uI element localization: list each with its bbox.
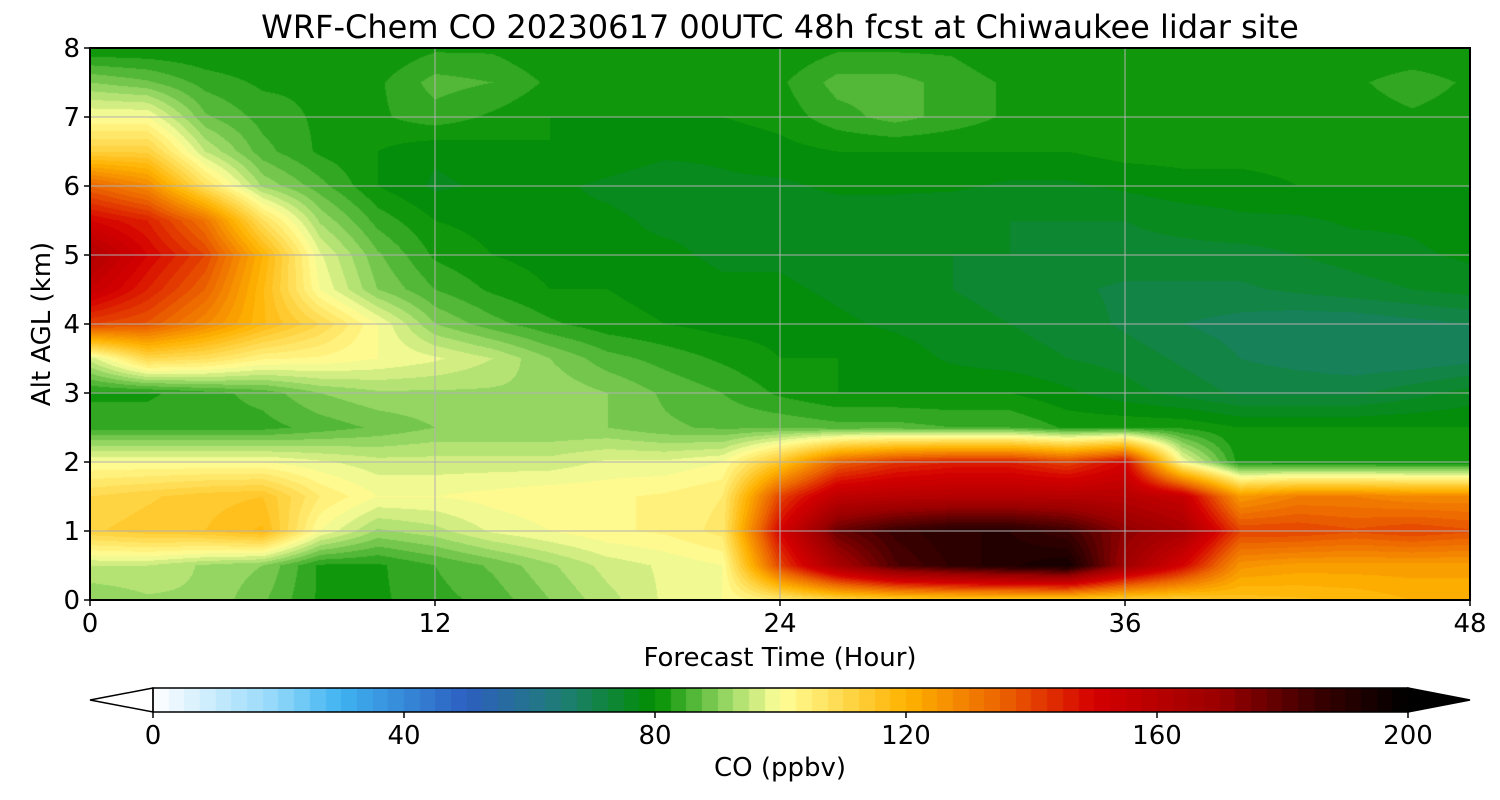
y-axis-label: Alt AGL (km) (27, 242, 57, 406)
x-axis-ticks: 0 12 24 36 48 (82, 600, 1487, 639)
colorbar-frame (152, 687, 1409, 713)
chart-title: WRF-Chem CO 20230617 00UTC 48h fcst at C… (261, 8, 1299, 46)
grid-lines (90, 48, 1470, 600)
colorbar-extend-low (89, 687, 154, 713)
x-tick-label: 48 (1453, 609, 1486, 639)
colorbar (153, 688, 1408, 712)
colorbar-label: CO (ppbv) (714, 753, 846, 783)
y-tick-label: 7 (63, 103, 80, 133)
colorbar-tick-label: 0 (145, 721, 162, 751)
colorbar-tick-label: 40 (387, 721, 420, 751)
y-tick-label: 3 (63, 379, 80, 409)
colorbar-tick-label: 80 (638, 721, 671, 751)
x-tick-label: 0 (82, 609, 99, 639)
y-axis-ticks: 0 1 2 3 4 5 6 7 8 (63, 34, 90, 616)
y-tick-label: 6 (63, 172, 80, 202)
colorbar-tick-label: 200 (1383, 721, 1433, 751)
y-tick-label: 8 (63, 34, 80, 64)
x-tick-label: 36 (1108, 609, 1141, 639)
y-tick-label: 0 (63, 586, 80, 616)
colorbar-extend-high (1407, 687, 1471, 713)
y-tick-label: 2 (63, 448, 80, 478)
colorbar-tick-label: 160 (1132, 721, 1182, 751)
x-tick-label: 12 (418, 609, 451, 639)
y-tick-label: 4 (63, 310, 80, 340)
x-tick-label: 24 (763, 609, 796, 639)
colorbar-tick-label: 120 (881, 721, 931, 751)
colorbar-ticks: 0 40 80 120 160 200 (145, 712, 1433, 751)
y-tick-label: 1 (63, 517, 80, 547)
x-axis-label: Forecast Time (Hour) (643, 643, 916, 673)
y-tick-label: 5 (63, 241, 80, 271)
